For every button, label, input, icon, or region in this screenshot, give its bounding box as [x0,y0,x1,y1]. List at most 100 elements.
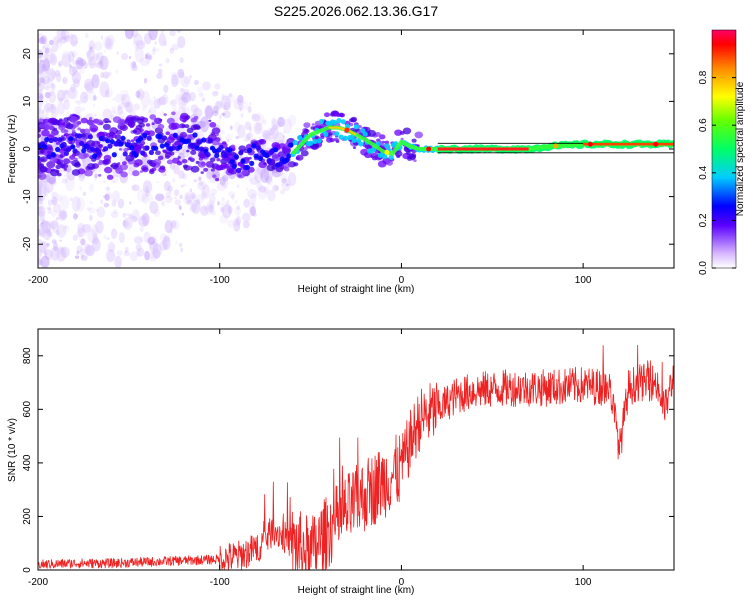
spectrogram-ridge-point [109,138,115,145]
spectrogram-blob [211,90,219,97]
spectrogram-blob [237,94,244,104]
colorbar-tick-label: 0.8 [698,70,709,84]
spectrogram-ridge-point [351,137,357,143]
spectrogram-ridge-point [388,154,394,160]
spectrogram-blob [259,174,264,179]
spectrogram-blob [270,128,273,132]
spectrogram-ridge-point [120,135,126,141]
spectrogram-blob [139,57,150,67]
spectrogram-blob [180,131,187,138]
spectrogram-blob [75,56,84,70]
spectrogram-blob [38,33,44,43]
spectrogram-blob [59,210,67,220]
spectrogram-blob [144,53,149,60]
spectrogram-blob [40,158,45,162]
spectrogram-blob [76,245,83,253]
spectrogram-blob [88,90,96,102]
spectrogram-ridge-point [63,150,69,156]
spectrogram-blob [38,83,41,88]
spectrogram-blob [38,201,44,214]
spectrogram-blob [88,56,97,69]
spectrogram-blob [83,78,94,92]
spectrogram-ridge-point [105,138,111,144]
spectrogram-blob [225,178,228,181]
spectrogram-blob [45,69,48,74]
spectrogram-ridge-point [107,143,113,149]
spectrogram-blob [227,205,233,215]
spectrogram-blob [80,91,89,104]
spectrogram-blob [47,199,53,207]
spectrogram-blob [97,161,103,166]
spectrogram-ridge-point [89,146,96,152]
spectrogram-blob [150,162,157,168]
spectrogram-blob [221,129,225,135]
spectrogram-blob [230,125,233,129]
spectrogram-blob [42,70,48,77]
spectrogram-blob [83,230,88,236]
spectrogram-blob [88,117,93,120]
spectrogram-ridge-point [72,148,78,154]
spectrogram-blob [38,89,44,104]
spectrogram-blob [143,32,152,45]
spectrogram-blob [223,104,228,110]
spectrogram-blob [169,47,175,54]
spectrogram-blob [133,162,140,168]
spectrogram-ridge-point [334,131,340,137]
spectrogram-blob [122,219,127,226]
spectrogram-ridge-point [336,118,342,124]
spectrogram-blob [38,80,42,85]
spectrogram-blob [139,157,149,168]
spectrogram-ridge-point [159,143,165,149]
spectrogram-blob [204,104,215,116]
spectrogram-ridge-point [251,143,257,149]
spectrogram-blob [82,191,87,197]
spectrogram-blob [129,56,132,60]
spectrogram-blob [40,206,44,210]
spectrogram-blob [103,117,110,124]
spectrogram-blob [67,87,77,99]
spectrogram-blob [160,30,165,34]
spectrogram-blob [80,254,88,262]
spectrogram-blob [153,208,161,218]
spectrogram-blob [69,197,73,202]
spectrogram-blob [52,130,58,136]
spectrogram-blob [226,200,230,207]
spectrogram-blob [92,236,99,245]
spectrogram-blob [59,36,67,44]
spectrogram-blob [165,191,171,199]
colorbar-tick-label: 0.4 [698,165,709,179]
spectrogram-blob [213,105,219,114]
spectrogram-blob [102,71,110,79]
spectrogram-blob [103,180,106,183]
spectrogram-blob [124,30,134,40]
spectrogram-ridge-point [238,150,244,156]
spectrogram-blob [68,51,75,63]
spectrogram-blob [128,213,134,220]
spectrogram-blob [110,211,119,218]
spectrogram-blob [116,51,119,55]
spectrogram-blob [199,205,209,216]
spectrogram-blob [386,160,393,166]
spectrogram-ridge-point [362,131,368,137]
spectrogram-ridge-point [338,134,344,140]
spectrogram-blob [251,204,256,208]
spectrogram-blob [236,171,246,179]
spectrogram-blob [104,190,113,202]
spectrogram-blob [177,68,185,79]
spectrogram-blob [120,171,128,178]
spectrogram-blob [177,106,185,115]
spectrogram-blob [39,181,43,185]
spectrogram-blob [367,129,377,137]
spectrogram-blob [69,155,76,160]
spectrogram-blob [84,169,93,177]
spectrogram-blob [282,118,292,134]
spectrogram-blob [239,106,243,112]
spectrogram-blob [38,198,42,202]
spectrogram-blob [96,61,104,69]
spectrogram-blob [271,142,280,149]
spectrogram-blob [38,229,41,237]
spectrogram-blob [80,238,86,246]
spectrogram-blob [39,77,45,84]
spectrogram-blob [62,225,70,234]
spectrogram-blob [46,242,50,247]
